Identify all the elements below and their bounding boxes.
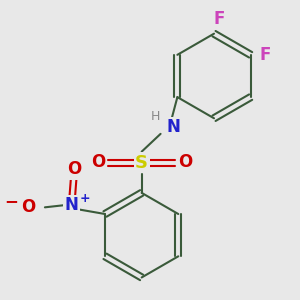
Text: O: O	[178, 153, 192, 171]
Text: O: O	[91, 153, 105, 171]
Text: S: S	[135, 154, 148, 172]
Text: N: N	[65, 196, 79, 214]
Text: N: N	[167, 118, 181, 136]
Text: +: +	[80, 192, 90, 205]
Text: O: O	[67, 160, 81, 178]
Text: F: F	[214, 10, 225, 28]
Text: F: F	[260, 46, 271, 64]
Text: −: −	[4, 192, 18, 210]
Text: H: H	[150, 110, 160, 122]
Text: O: O	[21, 198, 35, 216]
